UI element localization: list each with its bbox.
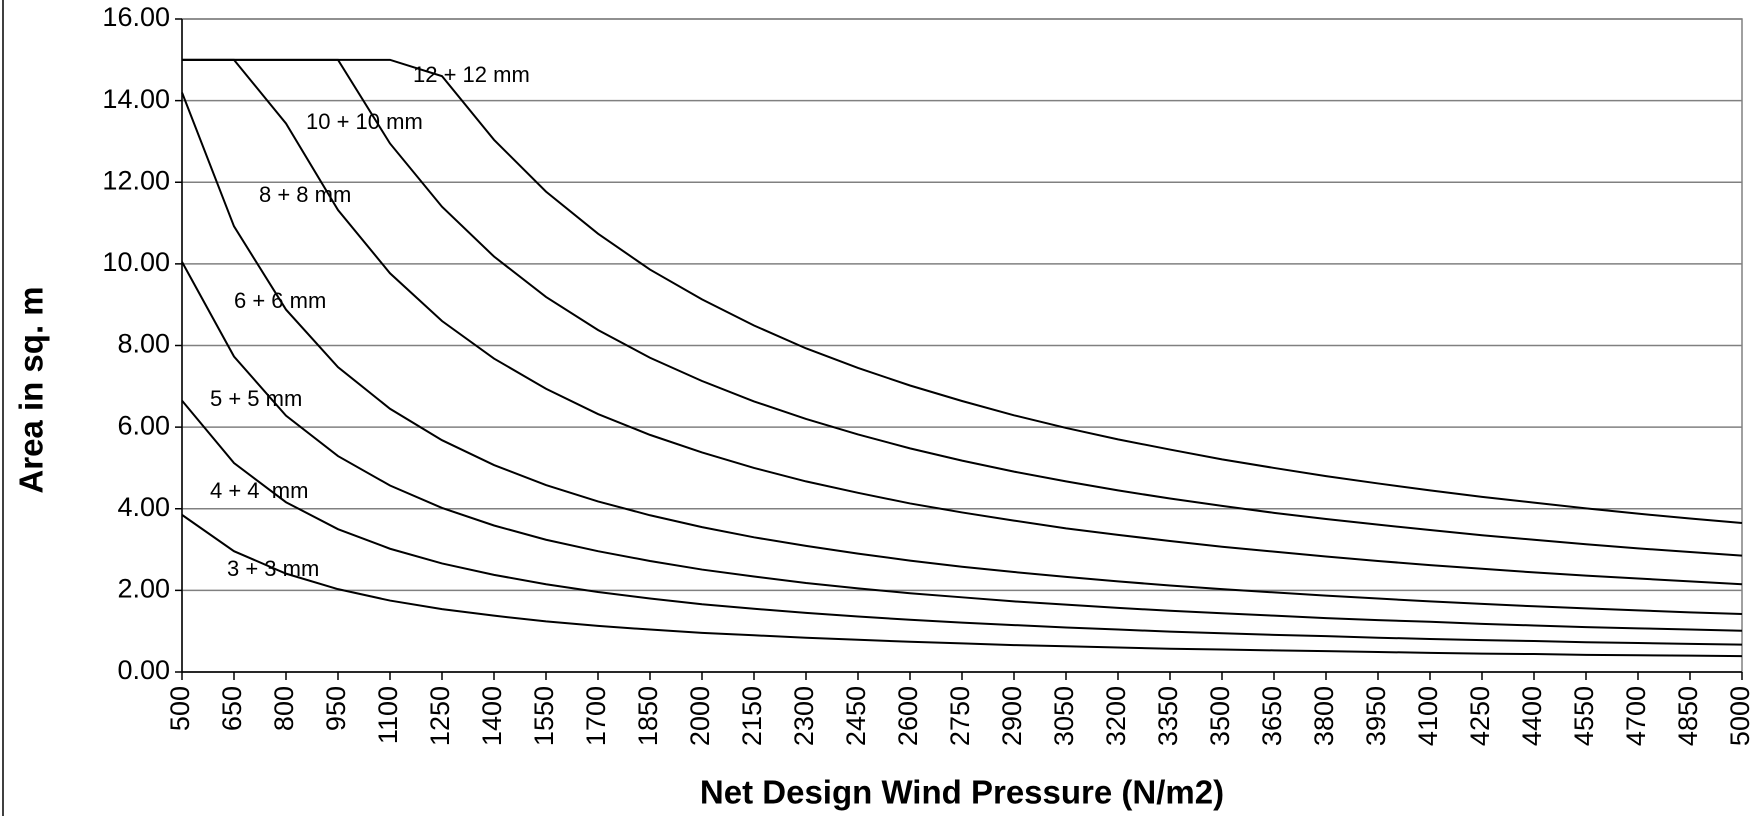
y-tick-label: 8.00 — [117, 329, 170, 359]
x-tick-label: 2750 — [945, 686, 975, 746]
x-tick-label: 3500 — [1205, 686, 1235, 746]
x-tick-label: 3350 — [1153, 686, 1183, 746]
x-tick-label: 1550 — [529, 686, 559, 746]
y-tick-label: 16.00 — [102, 2, 170, 32]
x-tick-label: 1700 — [581, 686, 611, 746]
x-tick-label: 1850 — [633, 686, 663, 746]
x-tick-label: 5000 — [1725, 686, 1755, 746]
series-line — [181, 399, 1743, 646]
series-line — [181, 514, 1743, 658]
x-tick-label: 4550 — [1569, 686, 1599, 746]
x-tick-label: 1400 — [477, 686, 507, 746]
series-label: 12 + 12 mm — [413, 62, 530, 87]
x-tick-label: 4400 — [1517, 686, 1547, 746]
y-axis-title: Area in sq. m — [13, 286, 50, 493]
y-tick-label: 2.00 — [117, 574, 170, 604]
series-label: 8 + 8 mm — [259, 182, 351, 207]
x-axis-title: Net Design Wind Pressure (N/m2) — [700, 774, 1224, 811]
x-tick-label: 3650 — [1257, 686, 1287, 746]
y-tick-label: 6.00 — [117, 410, 170, 440]
x-tick-label: 800 — [269, 686, 299, 731]
x-tick-label: 500 — [165, 686, 195, 731]
x-tick-label: 2150 — [737, 686, 767, 746]
y-tick-label: 14.00 — [102, 84, 170, 114]
series-label: 6 + 6 mm — [234, 288, 326, 313]
series-line — [182, 58, 1743, 586]
x-tick-label: 1100 — [373, 686, 403, 744]
x-tick-label: 3950 — [1361, 686, 1391, 746]
x-tick-label: 2900 — [997, 686, 1027, 746]
x-tick-label: 2600 — [893, 686, 923, 746]
x-tick-label: 4700 — [1621, 686, 1651, 746]
x-tick-label: 2300 — [789, 686, 819, 746]
series-line — [181, 92, 1743, 616]
y-tick-label: 4.00 — [117, 492, 170, 522]
x-tick-label: 3800 — [1309, 686, 1339, 746]
x-tick-label: 1250 — [425, 686, 455, 746]
x-tick-label: 3050 — [1049, 686, 1079, 746]
x-tick-label: 3200 — [1101, 686, 1131, 746]
y-tick-label: 0.00 — [117, 655, 170, 685]
series-line — [182, 58, 1743, 525]
x-tick-label: 4100 — [1413, 686, 1443, 746]
x-tick-label: 650 — [217, 686, 247, 731]
x-tick-label: 4250 — [1465, 686, 1495, 746]
series-label: 5 + 5 mm — [210, 386, 302, 411]
x-tick-label: 4850 — [1673, 686, 1703, 746]
y-tick-label: 10.00 — [102, 247, 170, 277]
series-label: 10 + 10 mm — [306, 109, 423, 134]
series-line — [182, 58, 1743, 557]
series-label: 3 + 3 mm — [227, 556, 319, 581]
series-label: 4 + 4 mm — [210, 478, 308, 503]
x-tick-label: 2000 — [685, 686, 715, 746]
x-tick-label: 2450 — [841, 686, 871, 746]
y-tick-label: 12.00 — [102, 165, 170, 195]
x-tick-label: 950 — [321, 686, 351, 731]
series-line — [181, 261, 1743, 632]
